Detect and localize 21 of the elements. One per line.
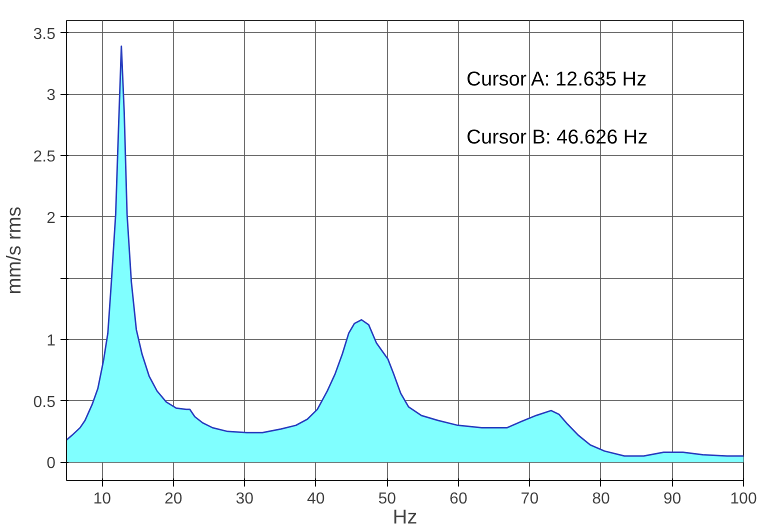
y-tick-label: 2.5 <box>33 148 56 166</box>
x-tick-label: 40 <box>307 490 325 508</box>
x-tick-label: 10 <box>93 490 112 508</box>
x-tick-label: 50 <box>378 490 396 508</box>
y-tick-label: 1 <box>46 332 56 350</box>
x-tick-label: 80 <box>592 490 610 508</box>
x-tick-label: 90 <box>663 490 682 508</box>
y-tick-label: 3 <box>46 87 56 104</box>
y-tick-label: 0.5 <box>33 394 56 411</box>
x-tick-label: 60 <box>450 490 468 508</box>
x-tick-label: 30 <box>236 490 254 508</box>
x-tick-label: 100 <box>730 490 757 508</box>
annotation: Cursor A: 12.635 Hz <box>466 68 647 90</box>
y-tick-label: 2 <box>46 210 56 227</box>
y-axis-title: mm/s rms <box>3 206 26 294</box>
x-axis-title: Hz <box>392 506 418 528</box>
y-tick-label: 0 <box>46 455 56 472</box>
x-tick-label: 20 <box>164 490 182 508</box>
annotation: Cursor B: 46.626 Hz <box>466 126 648 148</box>
y-tick-label: 3.5 <box>33 26 56 43</box>
x-tick-label: 70 <box>520 490 539 508</box>
